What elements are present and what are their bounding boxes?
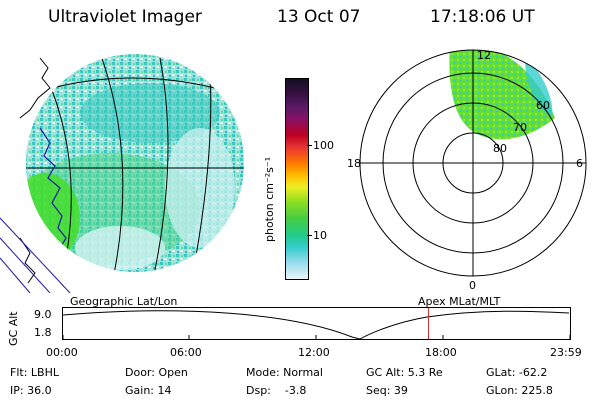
time-label: 17:18:06 UT bbox=[430, 7, 535, 27]
altitude-curve bbox=[62, 310, 570, 340]
timeline-left-label: Geographic Lat/Lon bbox=[70, 295, 178, 308]
mlt-label-18: 18 bbox=[347, 157, 361, 170]
lat-label-80: 80 bbox=[493, 142, 507, 155]
polar-plot: 12 18 6 0 60 70 80 bbox=[347, 49, 587, 292]
xtick-label-3: 18:00 bbox=[425, 346, 457, 359]
info-gain: Gain: 14 bbox=[125, 384, 172, 397]
info-glon: GLon: 225.8 bbox=[486, 384, 553, 397]
info-door: Door: Open bbox=[125, 366, 188, 379]
colorbar-tick-10 bbox=[307, 235, 312, 236]
colorbar-tick-label-100: 100 bbox=[313, 139, 334, 152]
timeline-yaxis-title: GC Alt bbox=[7, 311, 20, 346]
colorbar-label: photon cm⁻²s⁻¹ bbox=[263, 156, 276, 242]
info-seq: Seq: 39 bbox=[366, 384, 408, 397]
colorbar bbox=[285, 78, 309, 280]
xtick-label-2: 12:00 bbox=[298, 346, 330, 359]
info-mode: Mode: Normal bbox=[246, 366, 323, 379]
mlt-label-6: 6 bbox=[576, 157, 583, 170]
info-dsp: Dsp: -3.8 bbox=[246, 384, 307, 397]
lat-label-70: 70 bbox=[513, 121, 527, 134]
mlt-label-0: 0 bbox=[469, 279, 476, 292]
info-ip: IP: 36.0 bbox=[10, 384, 52, 397]
xtick-label-4: 23:59 bbox=[550, 346, 582, 359]
info-glat: GLat: -62.2 bbox=[486, 366, 548, 379]
colorbar-tick-label-10: 10 bbox=[313, 229, 327, 242]
app-title: Ultraviolet Imager bbox=[48, 7, 202, 27]
colorbar-tick-100 bbox=[307, 145, 312, 146]
info-gcalt: GC Alt: 5.3 Re bbox=[366, 366, 443, 379]
timeline-ytick-bottom: 1.8 bbox=[34, 326, 52, 339]
timeline-ytick-top: 9.0 bbox=[34, 308, 52, 321]
timeline-right-label: Apex MLat/MLT bbox=[418, 295, 501, 308]
mlt-label-12: 12 bbox=[477, 49, 491, 62]
xtick-label-0: 00:00 bbox=[46, 346, 78, 359]
altitude-timeline bbox=[62, 307, 571, 340]
lat-label-60: 60 bbox=[536, 99, 550, 112]
info-flt: Flt: LBHL bbox=[10, 366, 59, 379]
timeline-frame bbox=[62, 307, 571, 340]
date-label: 13 Oct 07 bbox=[277, 7, 361, 27]
xtick-label-1: 06:00 bbox=[170, 346, 202, 359]
geographic-image bbox=[0, 52, 246, 293]
